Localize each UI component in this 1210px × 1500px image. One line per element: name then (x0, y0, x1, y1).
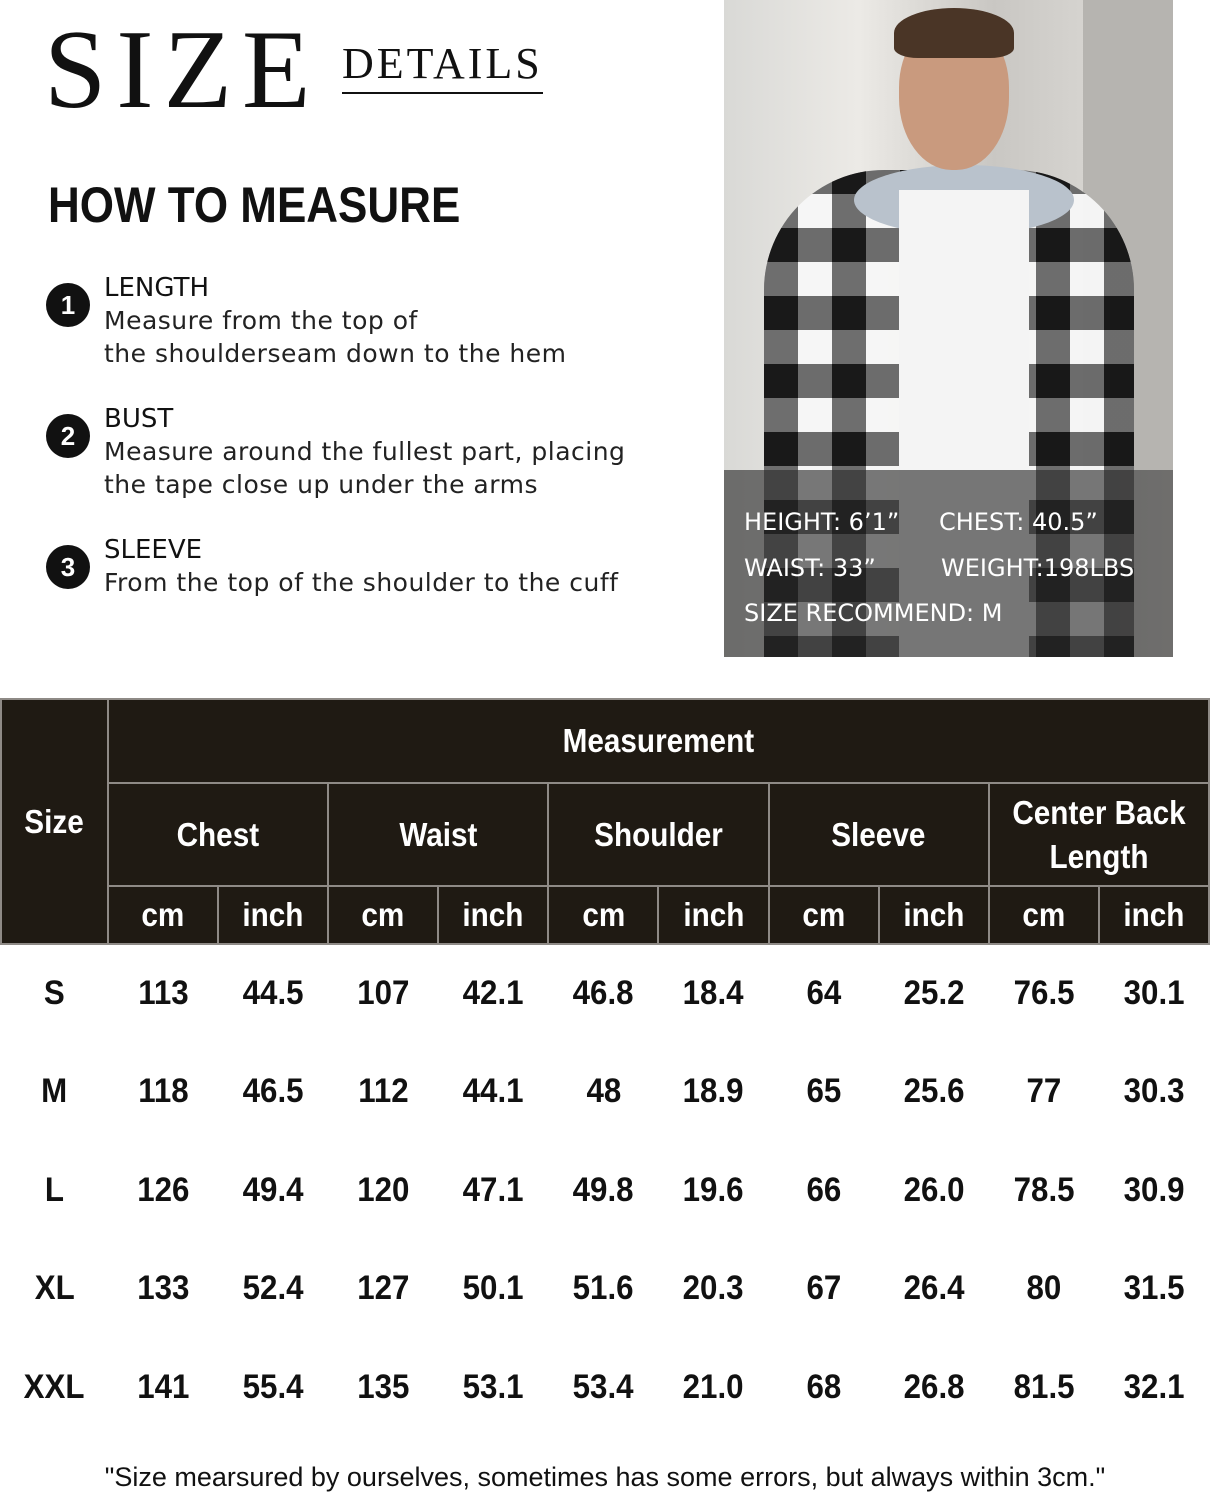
unit-header-cm: cm (987, 885, 1100, 945)
value-cell: 25.6 (903, 1072, 965, 1111)
model-waist: WAIST: 33” (744, 554, 876, 582)
size-cell: XL (34, 1269, 75, 1308)
value-cell: 77 (1026, 1072, 1062, 1111)
value-cell: 68 (806, 1367, 842, 1406)
value-cell: 42.1 (462, 974, 524, 1013)
step-label: SLEEVE (104, 535, 203, 565)
number-2-icon: 2 (46, 414, 90, 458)
value-cell: 133 (136, 1269, 190, 1308)
value-cell: 30.1 (1123, 974, 1185, 1013)
value-cell: 44.5 (242, 974, 304, 1013)
model-chest: CHEST: 40.5” (939, 508, 1098, 536)
number-3-icon: 3 (46, 545, 90, 589)
value-cell: 80 (1026, 1269, 1062, 1308)
how-to-measure-heading: HOW TO MEASURE (48, 177, 461, 233)
step-label: LENGTH (104, 273, 210, 303)
model-size-recommend: SIZE RECOMMEND: M (744, 599, 1003, 627)
size-title: SIZE (44, 8, 321, 132)
step-label: BUST (104, 404, 174, 434)
value-cell: 78.5 (1013, 1170, 1075, 1209)
table-row: L 126 49.4 120 47.1 49.8 19.6 66 26.0 78.5 30.9 (1, 1141, 1209, 1240)
value-cell: 67 (806, 1269, 842, 1308)
value-cell: 81.5 (1013, 1367, 1075, 1406)
table-row: XL 133 52.4 127 50.1 51.6 20.3 67 26.4 80 31.5 (1, 1240, 1209, 1339)
value-cell: 107 (357, 974, 410, 1013)
unit-header-inch: inch (437, 885, 550, 945)
value-cell: 49.4 (242, 1170, 304, 1209)
value-cell: 26.0 (903, 1170, 965, 1209)
step-text: Measure from the top of the shoulderseam… (104, 306, 567, 368)
unit-header-cm: cm (547, 885, 660, 945)
step-text: Measure around the fullest part, placing… (104, 437, 626, 499)
value-cell: 25.2 (903, 974, 965, 1013)
value-cell: 30.3 (1123, 1072, 1185, 1111)
value-cell: 66 (806, 1170, 842, 1209)
sleeve-header: Sleeve (767, 782, 990, 887)
size-cell: M (41, 1072, 68, 1111)
unit-header-inch: inch (877, 885, 990, 945)
value-cell: 65 (806, 1072, 842, 1111)
step-text: From the top of the shoulder to the cuff (104, 568, 619, 597)
unit-header-cm: cm (767, 885, 880, 945)
size-table: Size Measurement Chest Waist Shoulder Sl… (0, 698, 1210, 1437)
size-cell: L (44, 1170, 65, 1209)
number-1-icon: 1 (46, 283, 90, 327)
size-cell: S (44, 974, 65, 1013)
value-cell: 127 (357, 1269, 410, 1308)
unit-header-inch: inch (217, 885, 330, 945)
value-cell: 47.1 (462, 1170, 524, 1209)
size-header: Size (0, 698, 109, 945)
unit-header-inch: inch (657, 885, 770, 945)
value-cell: 21.0 (683, 1367, 744, 1406)
value-cell: 53.1 (462, 1367, 524, 1406)
value-cell: 30.9 (1123, 1170, 1185, 1209)
center-back-length-header: Center Back Length (987, 782, 1210, 887)
value-cell: 135 (357, 1367, 410, 1406)
value-cell: 55.4 (242, 1367, 304, 1406)
value-cell: 18.9 (683, 1072, 744, 1111)
value-cell: 46.5 (242, 1072, 304, 1111)
chest-header: Chest (106, 782, 330, 887)
model-photo: HEIGHT: 6’1” CHEST: 40.5” WAIST: 33” WEI… (724, 0, 1173, 657)
value-cell: 64 (806, 974, 842, 1013)
value-cell: 26.4 (903, 1269, 965, 1308)
value-cell: 20.3 (683, 1269, 744, 1308)
value-cell: 76.5 (1013, 974, 1075, 1013)
value-cell: 31.5 (1123, 1269, 1185, 1308)
value-cell: 120 (357, 1170, 410, 1209)
value-cell: 126 (136, 1170, 190, 1209)
value-cell: 118 (137, 1072, 189, 1111)
table-row: XXL 141 55.4 135 53.1 53.4 21.0 68 26.8 81.5 32.1 (1, 1338, 1209, 1437)
footnote: "Size mearsured by ourselves, sometimes … (104, 1462, 1106, 1492)
size-cell: XXL (24, 1367, 85, 1406)
value-cell: 48 (586, 1072, 621, 1111)
waist-header: Waist (327, 782, 550, 887)
model-weight: WEIGHT:198LBS (941, 554, 1135, 582)
value-cell: 26.8 (903, 1367, 965, 1406)
model-info-overlay: HEIGHT: 6’1” CHEST: 40.5” WAIST: 33” WEI… (724, 470, 1173, 657)
value-cell: 141 (136, 1367, 190, 1406)
unit-header-cm: cm (106, 885, 220, 945)
value-cell: 44.1 (462, 1072, 524, 1111)
value-cell: 113 (137, 974, 189, 1013)
measurement-header: Measurement (107, 698, 1210, 784)
table-row: M 118 46.5 112 44.1 48 18.9 65 25.6 77 30.3 (1, 1043, 1209, 1142)
value-cell: 49.8 (572, 1170, 634, 1209)
value-cell: 112 (357, 1072, 409, 1111)
unit-header-cm: cm (327, 885, 440, 945)
value-cell: 46.8 (572, 974, 634, 1013)
value-cell: 53.4 (572, 1367, 634, 1406)
value-cell: 51.6 (572, 1269, 634, 1308)
unit-header-inch: inch (1097, 885, 1210, 945)
shoulder-header: Shoulder (547, 782, 770, 887)
value-cell: 18.4 (683, 974, 744, 1013)
value-cell: 19.6 (683, 1170, 744, 1209)
value-cell: 50.1 (462, 1269, 524, 1308)
details-subtitle: DETAILS (342, 42, 543, 94)
model-height: HEIGHT: 6’1” (744, 508, 900, 536)
value-cell: 32.1 (1123, 1367, 1185, 1406)
table-row: S 113 44.5 107 42.1 46.8 18.4 64 25.2 76.5 30.1 (1, 944, 1209, 1043)
value-cell: 52.4 (242, 1269, 304, 1308)
